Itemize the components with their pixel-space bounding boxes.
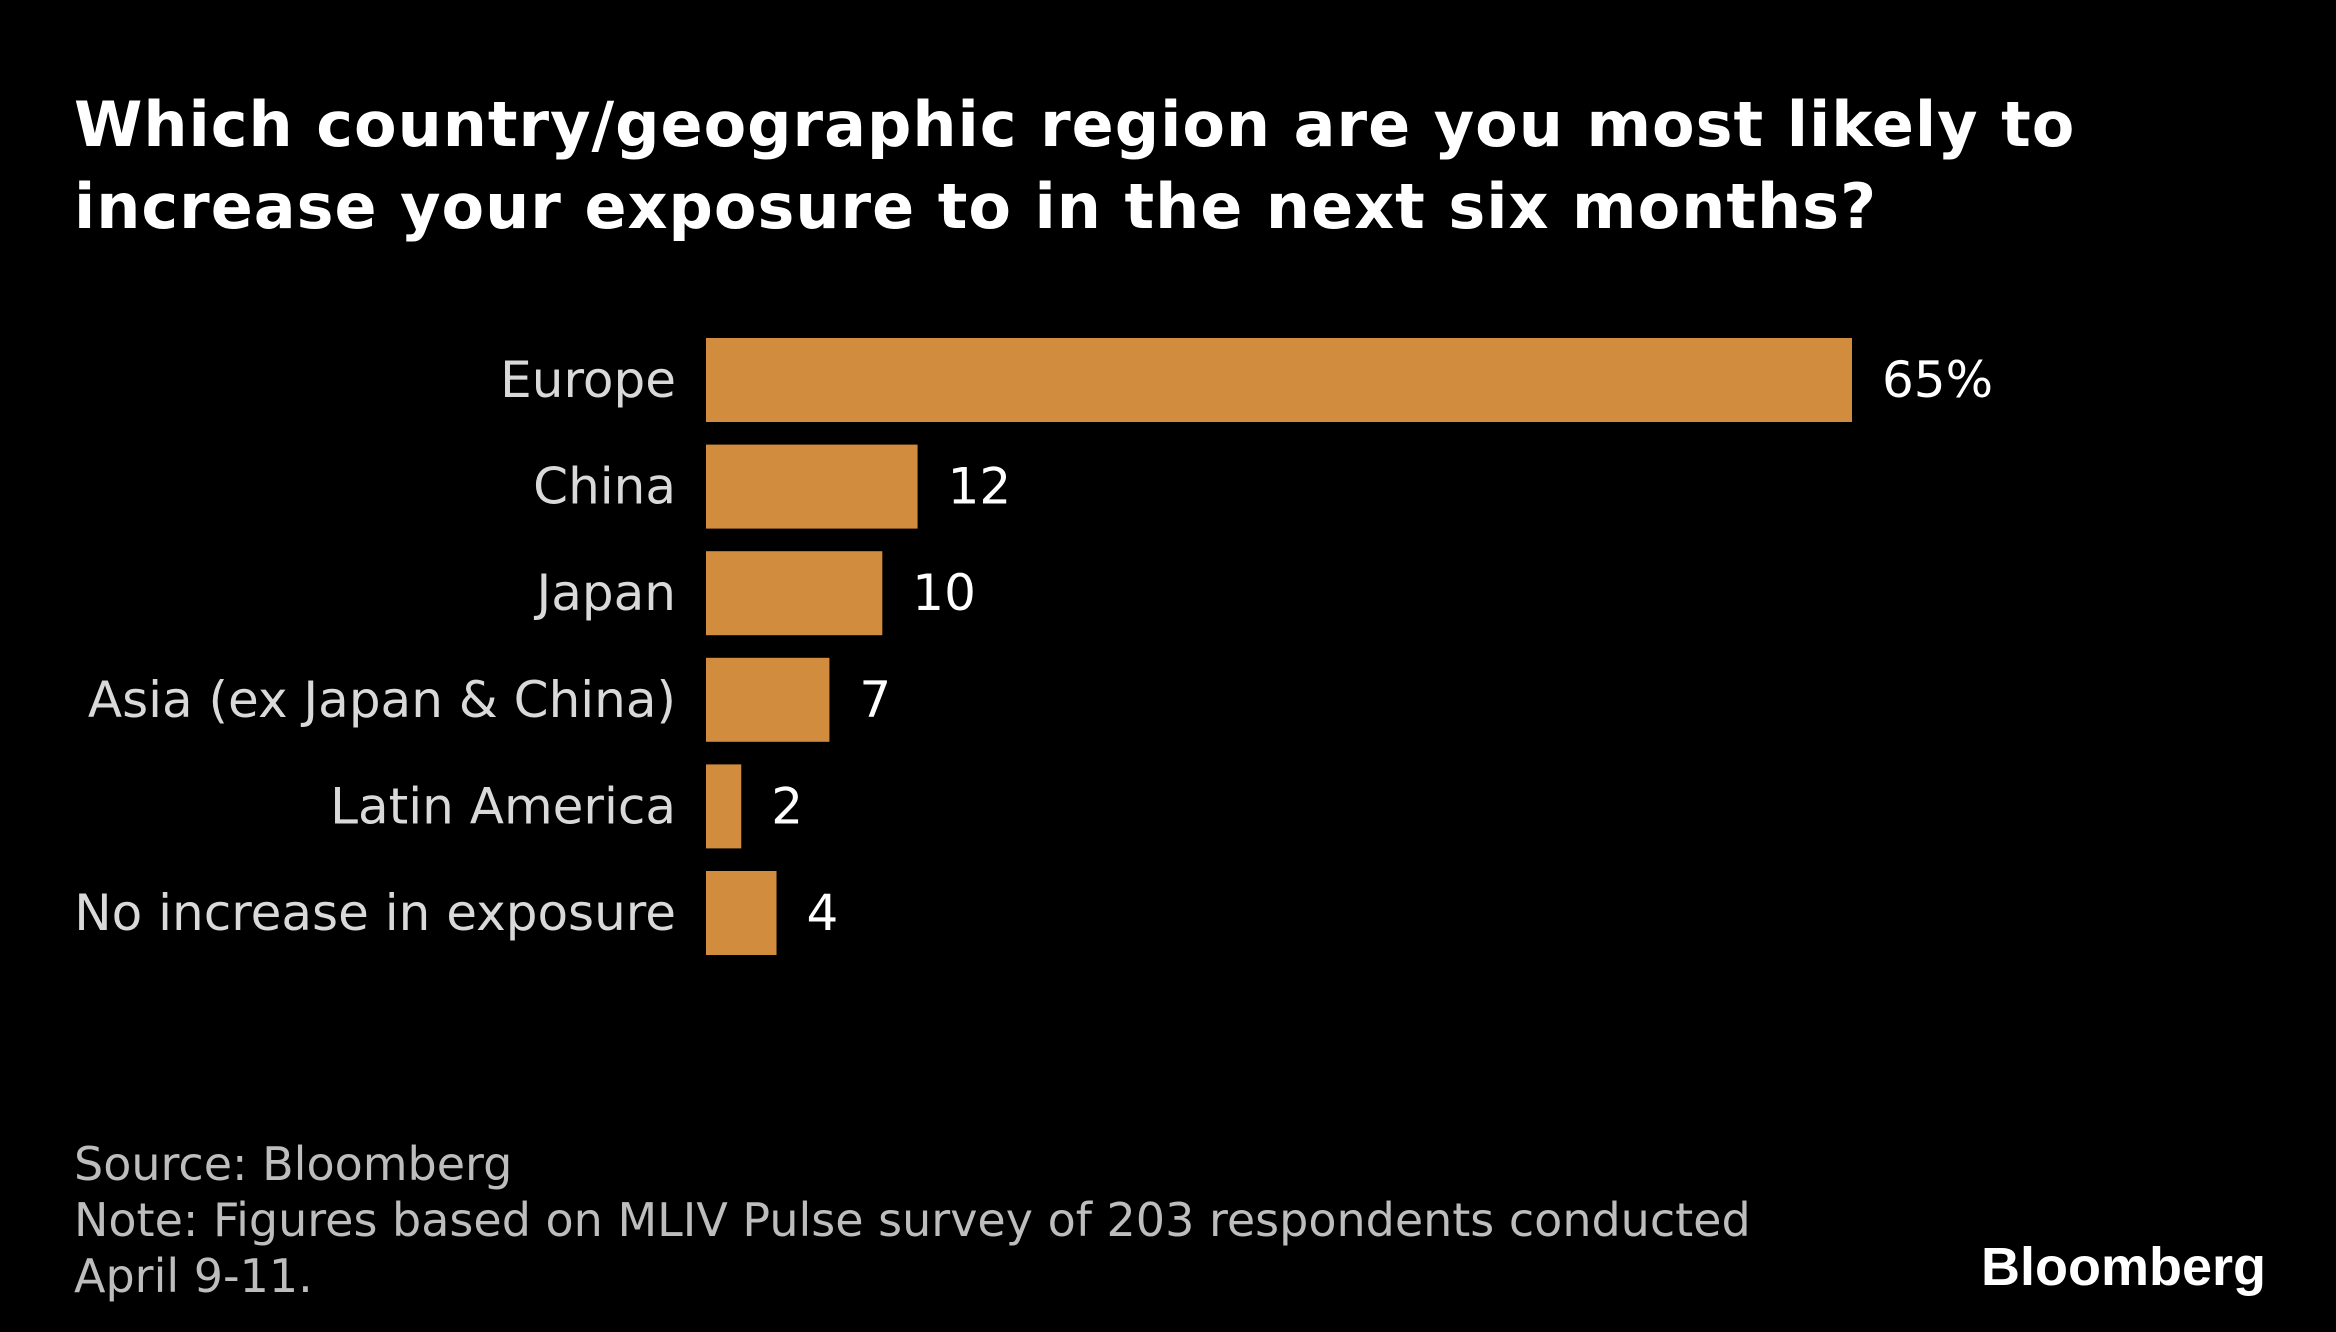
data-label: 12	[948, 458, 1012, 516]
bar	[706, 764, 742, 849]
data-label: 4	[807, 884, 839, 942]
bar	[706, 551, 883, 636]
data-label: 65%	[1882, 351, 1993, 409]
bar	[706, 871, 777, 955]
bar	[706, 657, 830, 742]
brand-logo: Bloomberg	[1980, 1237, 2266, 1297]
bar	[706, 338, 1852, 422]
chart-footer: Source: Bloomberg Note: Figures based on…	[74, 1136, 1974, 1304]
data-label: 2	[771, 777, 803, 835]
bars-group: Europe 65% China 12 Japan 10 Asia (ex Japan & …	[74, 338, 1993, 955]
category-label: Asia (ex Japan & China)	[88, 671, 676, 729]
source-text: Source: Bloomberg	[74, 1137, 513, 1191]
chart-title-line-2: increase your exposure to in the next si…	[74, 170, 1878, 243]
category-label: Europe	[500, 351, 676, 409]
chart-title-line-1: Which country/geographic region are you …	[74, 88, 2076, 161]
category-label: Japan	[534, 564, 676, 622]
chart-title: Which country/geographic region are you …	[74, 84, 2174, 248]
category-label: Latin America	[330, 777, 676, 835]
note-line-2: April 9-11.	[74, 1249, 313, 1303]
category-label: No increase in exposure	[74, 884, 676, 942]
data-label: 7	[859, 671, 891, 729]
bar	[706, 444, 918, 529]
category-label: China	[533, 458, 676, 516]
note-line-1: Note: Figures based on MLIV Pulse survey…	[74, 1193, 1751, 1247]
data-label: 10	[912, 564, 976, 622]
